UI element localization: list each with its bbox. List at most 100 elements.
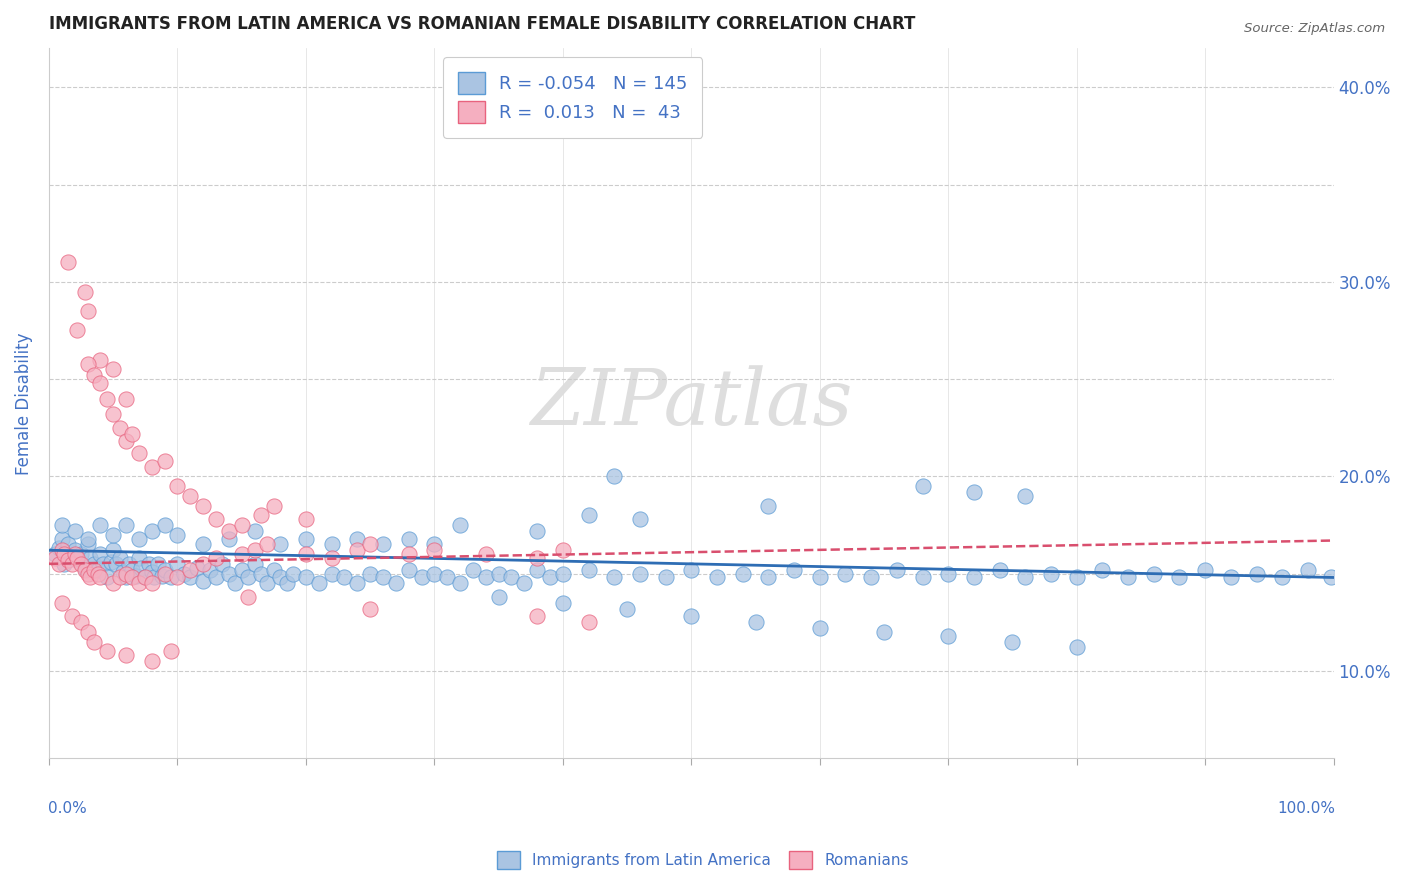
Text: Source: ZipAtlas.com: Source: ZipAtlas.com [1244,22,1385,36]
Point [153,563,176,577]
Point [138,557,160,571]
Point [501,570,523,584]
Point [250,508,273,523]
Point [988,563,1011,577]
Point [79,570,101,584]
Point [117,557,139,571]
Point [281,566,304,581]
Point [269,537,291,551]
Point [423,566,446,581]
Point [744,615,766,630]
Point [73,563,96,577]
Point [191,574,214,589]
Point [385,576,408,591]
Point [513,576,536,591]
Point [115,648,138,663]
Point [808,570,831,584]
Point [263,563,285,577]
Point [103,576,125,591]
Point [87,563,110,577]
Point [51,543,73,558]
Point [295,570,318,584]
Point [128,532,150,546]
Point [76,566,98,581]
Point [321,566,343,581]
Point [860,570,883,584]
Text: 100.0%: 100.0% [1277,801,1334,816]
Point [333,570,356,584]
Point [191,499,214,513]
Point [121,570,143,584]
Point [60,609,83,624]
Point [66,323,89,337]
Point [63,524,86,538]
Point [236,570,259,584]
Point [134,570,156,584]
Point [112,565,135,579]
Point [449,518,471,533]
Point [231,547,253,561]
Point [706,570,728,584]
Point [1014,570,1036,584]
Point [488,590,510,604]
Point [58,255,80,269]
Point [243,557,266,571]
Point [153,454,176,468]
Point [205,512,228,526]
Point [936,629,959,643]
Point [89,352,111,367]
Point [295,547,318,561]
Point [160,570,183,584]
Point [808,621,831,635]
Point [198,563,221,577]
Point [359,566,381,581]
Point [79,551,101,566]
Point [166,479,188,493]
Point [89,518,111,533]
Point [179,489,201,503]
Point [108,420,131,434]
Point [398,532,420,546]
Point [131,560,153,574]
Point [873,624,896,639]
Point [681,609,703,624]
Point [125,568,148,582]
Point [963,484,986,499]
Point [89,376,111,390]
Point [83,563,105,577]
Point [526,551,548,566]
Point [44,547,66,561]
Point [115,518,138,533]
Text: 0.0%: 0.0% [48,801,86,816]
Point [1001,634,1024,648]
Point [263,499,285,513]
Point [104,557,127,571]
Point [911,570,934,584]
Point [449,576,471,591]
Point [58,553,80,567]
Point [143,570,166,584]
Point [346,532,368,546]
Point [398,563,420,577]
Y-axis label: Female Disability: Female Disability [15,332,32,475]
Point [308,576,330,591]
Point [128,446,150,460]
Point [256,537,278,551]
Point [783,563,806,577]
Point [128,576,150,591]
Point [436,570,458,584]
Point [526,524,548,538]
Point [103,543,125,558]
Point [128,551,150,566]
Point [58,537,80,551]
Point [166,527,188,541]
Point [153,518,176,533]
Point [1168,570,1191,584]
Point [231,518,253,533]
Point [359,537,381,551]
Point [371,537,394,551]
Point [578,563,600,577]
Point [166,557,188,571]
Point [103,362,125,376]
Point [526,609,548,624]
